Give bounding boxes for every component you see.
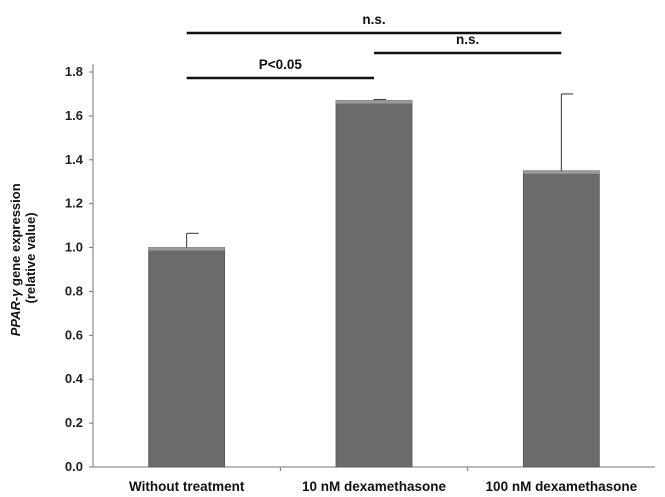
y-tick-label: 1.0 bbox=[65, 240, 83, 255]
y-tick-label: 0.0 bbox=[65, 459, 83, 474]
y-tick-label: 0.8 bbox=[65, 283, 83, 298]
bar-top-highlight bbox=[523, 170, 600, 174]
y-axis-title-gene: PPAR-γ bbox=[8, 289, 23, 336]
y-axis-title: PPAR-γ gene expression (relative value) bbox=[8, 180, 38, 337]
significance-label: P<0.05 bbox=[259, 57, 303, 72]
y-tick-label: 0.2 bbox=[65, 415, 83, 430]
x-category-label: 100 nM dexamethasone bbox=[486, 479, 638, 494]
bar bbox=[522, 170, 600, 468]
bar bbox=[335, 100, 413, 468]
y-axis-title-unit: (relative value) bbox=[23, 212, 38, 303]
y-tick-label: 1.6 bbox=[65, 108, 83, 123]
y-tick-label: 0.6 bbox=[65, 327, 83, 342]
y-tick-label: 0.4 bbox=[65, 371, 84, 386]
y-axis-title-rest: gene expression bbox=[8, 183, 23, 289]
bar-top-highlight bbox=[336, 100, 412, 104]
x-category-label: Without treatment bbox=[129, 479, 245, 494]
significance-label: n.s. bbox=[362, 12, 385, 27]
y-tick-label: 1.2 bbox=[65, 196, 83, 211]
significance-label: n.s. bbox=[456, 32, 479, 47]
y-tick-label: 1.8 bbox=[65, 64, 83, 79]
bar bbox=[148, 247, 226, 468]
x-category-label: 10 nM dexamethasone bbox=[302, 479, 447, 494]
bar-top-highlight bbox=[148, 247, 225, 251]
y-tick-label: 1.4 bbox=[65, 152, 84, 167]
